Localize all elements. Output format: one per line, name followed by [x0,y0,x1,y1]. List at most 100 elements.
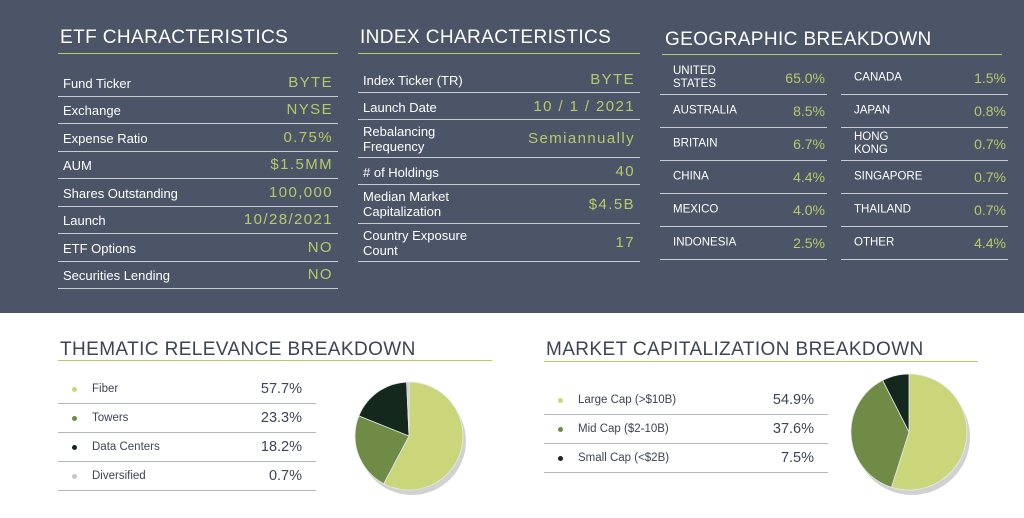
pie-slice-towers [354,415,410,485]
geo-country-value: 8.5% [793,103,825,119]
geo-country-label: MEXICO [673,203,719,216]
geo-country-label: OTHER [854,236,895,249]
index-row-label: Rebalancing Frequency [363,124,436,154]
geographic-breakdown-title: GEOGRAPHIC BREAKDOWN [665,29,932,50]
market-cap-breakdown-title: MARKET CAPITALIZATION BREAKDOWN [546,339,924,360]
etf-row: ETF Options NO [58,234,338,262]
legend-label: Small Cap (<$2B) [578,452,670,464]
index-row-label: Median Market Capitalization [363,189,449,219]
geo-country-value: 1.5% [974,70,1006,86]
pie-slice-fiber [383,381,464,491]
pie-slice-mid-cap-2-10b [850,379,910,488]
geo-country-label: AUSTRALIA [673,104,737,117]
etf-row-label: Expense Ratio [63,130,148,146]
geo-country-value: 65.0% [785,70,825,86]
index-row-value: BYTE [590,70,635,88]
legend-bullet-icon [558,427,563,432]
geo-country-label: CANADA [854,71,902,84]
legend-label: Data Centers [92,441,160,453]
geo-row: BRITAIN 6.7% [660,128,827,161]
etf-row-label: Launch [63,213,106,229]
geo-country-label: HONG KONG [854,131,889,156]
geo-country-value: 0.7% [974,136,1006,152]
etf-row-value: $1.5MM [270,156,333,174]
geo-country-label: THAILAND [854,203,911,216]
etf-row-value: NO [307,266,333,284]
etf-row-value: 10/28/2021 [243,211,333,229]
etf-row: Securities Lending NO [58,262,338,289]
index-characteristics-title: INDEX CHARACTERISTICS [360,27,612,48]
geo-country-label: CHINA [673,170,709,183]
legend-value: 18.2% [260,439,302,455]
legend-value: 37.6% [772,421,814,437]
legend-value: 0.7% [268,468,302,484]
geo-country-label: UNITED STATES [673,65,717,90]
geo-row: CHINA 4.4% [660,161,827,194]
etf-row-label: Fund Ticker [63,75,131,91]
geo-country-value: 4.4% [974,235,1006,251]
legend-item: Fiber 57.7% [58,375,316,404]
index-row: Rebalancing Frequency Semiannually [358,120,640,158]
legend-label: Large Cap (>$10B) [578,394,677,406]
market-cap-legend: Large Cap (>$10B) 54.9% Mid Cap ($2-10B) 37… [544,386,828,473]
thematic-pie-chart [354,381,466,495]
thematic-breakdown-title: THEMATIC RELEVANCE BREAKDOWN [60,339,416,360]
market-cap-title-rule [544,361,978,362]
index-row-value: 17 [615,234,635,251]
geo-country-label: BRITAIN [673,137,718,150]
etf-row-label: AUM [63,158,92,174]
pie-slice-data-centers [358,381,410,437]
index-row-value: 40 [615,162,635,180]
legend-value: 7.5% [780,450,814,466]
geo-country-label: INDONESIA [673,236,737,249]
geo-row: OTHER 4.4% [841,227,1008,260]
etf-row-value: 100,000 [268,183,333,201]
pie-slice-small-cap-2b [882,373,910,433]
etf-row-value: 0.75% [283,128,333,146]
legend-label: Towers [92,412,129,424]
geo-row: INDONESIA 2.5% [660,227,827,260]
market-cap-pie-chart [850,373,970,495]
legend-bullet-icon [72,416,77,421]
geo-country-value: 4.0% [793,202,825,218]
index-characteristics-table: Index Ticker (TR) BYTE Launch Date 10 / 1 /… [358,66,640,262]
index-row-label: # of Holdings [363,164,439,180]
etf-row: Exchange NYSE [58,97,338,124]
geo-country-value: 0.7% [974,169,1006,185]
etf-row-value: NYSE [286,101,333,119]
legend-bullet-icon [558,398,563,403]
etf-row: Expense Ratio 0.75% [58,124,338,152]
legend-label: Fiber [92,383,119,395]
geo-country-label: JAPAN [854,104,891,117]
pie-slice-diversified [406,381,410,437]
etf-row-label: Exchange [63,103,121,119]
etf-row: Fund Ticker BYTE [58,69,338,97]
legend-item: Mid Cap ($2-10B) 37.6% [544,415,828,444]
etf-row-label: Shares Outstanding [63,185,178,201]
etf-characteristics-table: Fund Ticker BYTE Exchange NYSE Expense Ratio… [58,69,338,289]
index-row-label: Launch Date [363,99,437,115]
thematic-title-rule [58,360,492,361]
index-row-label: Index Ticker (TR) [363,72,463,88]
index-row: Index Ticker (TR) BYTE [358,66,640,93]
legend-item: Large Cap (>$10B) 54.9% [544,386,828,415]
etf-row-label: Securities Lending [63,268,170,284]
legend-value: 57.7% [260,381,302,397]
etf-row: Launch 10/28/2021 [58,207,338,234]
thematic-legend: Fiber 57.7% Towers 23.3% Data Centers 18.2% Di… [58,375,316,491]
geo-row: SINGAPORE 0.7% [841,161,1008,194]
legend-item: Small Cap (<$2B) 7.5% [544,444,828,473]
geo-row: AUSTRALIA 8.5% [660,95,827,128]
geo-country-value: 2.5% [793,235,825,251]
legend-bullet-icon [72,445,77,450]
legend-label: Diversified [92,470,146,482]
legend-label: Mid Cap ($2-10B) [578,423,669,435]
legend-bullet-icon [72,387,77,392]
etf-characteristics-title: ETF CHARACTERISTICS [60,27,289,48]
etf-row: Shares Outstanding 100,000 [58,179,338,207]
index-row: Launch Date 10 / 1 / 2021 [358,93,640,120]
geo-row: THAILAND 0.7% [841,194,1008,227]
etf-title-rule [58,53,338,54]
geo-country-label: SINGAPORE [854,170,923,183]
geo-title-rule [662,54,1002,55]
